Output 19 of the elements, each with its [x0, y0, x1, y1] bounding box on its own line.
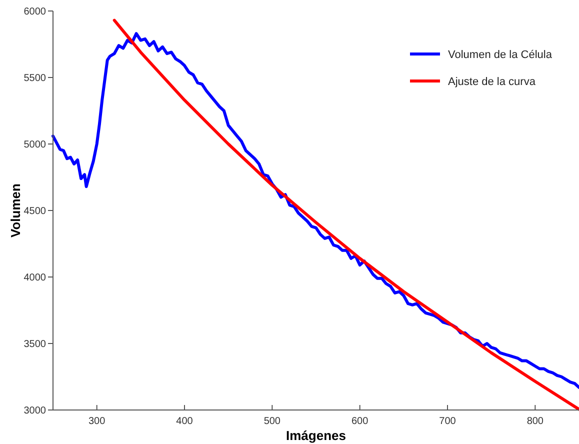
- y-tick-label: 5500: [24, 73, 46, 84]
- x-tick-label: 800: [526, 416, 544, 427]
- x-tick-label: 300: [88, 416, 106, 427]
- line-series: [52, 32, 579, 389]
- y-tick-label: 4000: [24, 272, 46, 284]
- y-tick-label: 5000: [24, 140, 46, 150]
- y-tick-label: 3500: [24, 339, 46, 350]
- y-tick-label: 6000: [24, 6, 46, 18]
- x-tick-label: 700: [439, 416, 456, 427]
- y-tick-label: 4500: [24, 206, 46, 217]
- x-tick-label: 500: [264, 416, 281, 427]
- y-axis-title: Volumen: [8, 183, 23, 238]
- line-series: [112, 18, 579, 411]
- legend-label: Ajuste de la curva: [448, 76, 536, 88]
- x-tick-label: 400: [176, 416, 194, 427]
- y-tick-label: 3000: [24, 406, 46, 416]
- x-tick-label: 600: [351, 416, 369, 427]
- legend-label: Volumen de la Célula: [448, 48, 553, 61]
- x-axis-title: Imágenes: [286, 428, 346, 443]
